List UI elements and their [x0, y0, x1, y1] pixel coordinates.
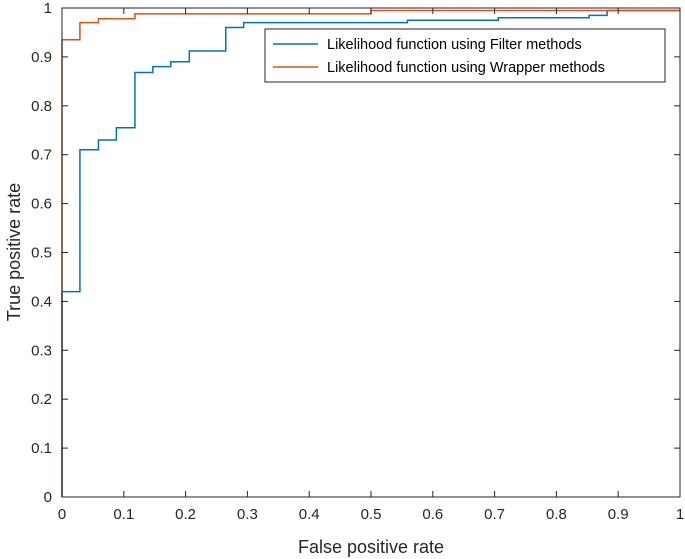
- x-tick-label: 1: [676, 506, 684, 523]
- y-tick-label: 0.6: [31, 196, 52, 213]
- y-tick-label: 0.4: [31, 293, 52, 310]
- x-tick-label: 0.2: [175, 506, 196, 523]
- y-tick-label: 0.1: [31, 440, 52, 457]
- x-tick-label: 0.5: [361, 506, 382, 523]
- x-tick-label: 0.9: [608, 506, 629, 523]
- x-tick-label: 0.4: [299, 506, 320, 523]
- x-tick-label: 0.6: [422, 506, 443, 523]
- y-axis-label: True positive rate: [4, 183, 24, 321]
- ticks-layer: 0 0.1 0.2 0.3 0.4 0.5 0.6 0.7 0.8 0.9 1 0 0.1 0.2 0.3 0…: [31, 0, 684, 523]
- y-tick-label: 0.2: [31, 391, 52, 408]
- x-tick-label: 0.7: [484, 506, 505, 523]
- x-axis-label: False positive rate: [298, 537, 444, 557]
- plot-area-background: [62, 8, 680, 497]
- x-tick-label: 0.8: [546, 506, 567, 523]
- y-tick-label: 0.5: [31, 245, 52, 262]
- legend-entry-wrapper: Likelihood function using Wrapper method…: [327, 60, 605, 76]
- legend-box: [264, 28, 666, 83]
- x-tick-label: 0: [58, 506, 66, 523]
- y-tick-label: 1: [44, 0, 52, 17]
- series-line-0: [61, 9, 680, 497]
- y-tick-label: 0.8: [31, 98, 52, 115]
- y-tick-label: 0.9: [31, 49, 52, 66]
- x-tick-label: 0.1: [113, 506, 134, 523]
- x-tick-label: 0.3: [237, 506, 258, 523]
- legend-entry-filter: Likelihood function using Filter methods: [327, 37, 582, 53]
- legend: Likelihood function using Filter methods…: [264, 28, 666, 83]
- y-tick-label: 0.7: [31, 147, 52, 164]
- y-tick-label: 0: [44, 489, 52, 506]
- y-tick-label: 0.3: [31, 342, 52, 359]
